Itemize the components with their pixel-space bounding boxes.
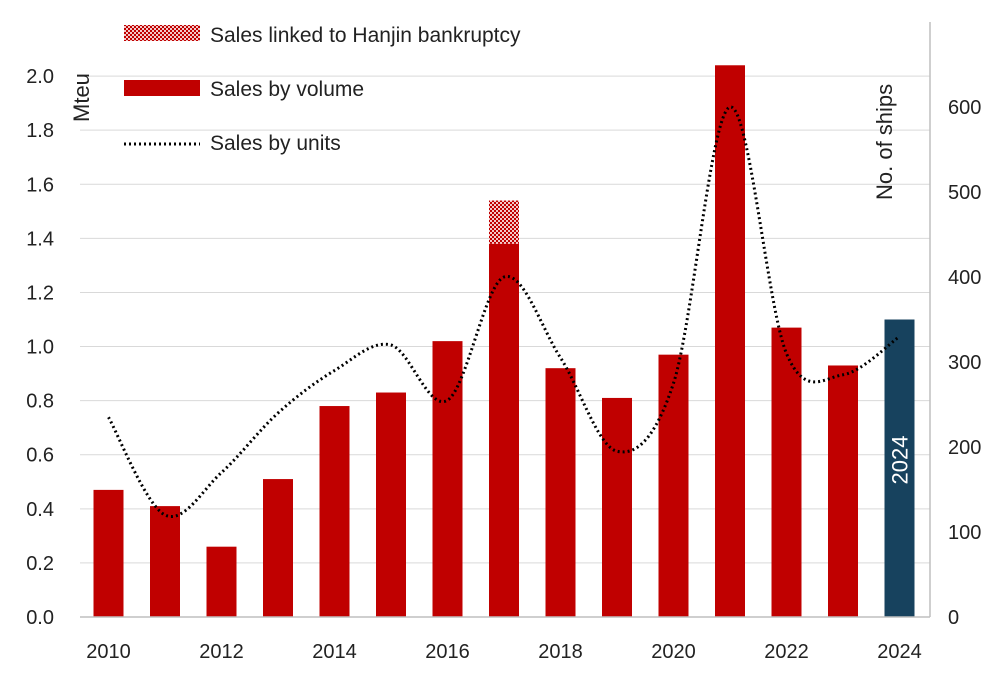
x-tick-label: 2014 [312,641,357,663]
bar-volume-2018 [545,368,576,617]
legend-swatch-volume [124,80,200,96]
y-axis-title: Mteu [69,73,94,122]
bar-volume-2022 [771,327,802,617]
y-tick-label: 1.4 [26,228,54,250]
x-tick-label: 2024 [877,641,922,663]
y-tick-label: 0.6 [26,445,54,467]
bar-volume-2021 [715,65,745,618]
y-tick-label: 0.2 [26,553,54,575]
x-tick-label: 2010 [86,641,131,663]
bar-volume-2011 [150,506,180,617]
legend-label-hanjin: Sales linked to Hanjin bankruptcy [210,24,521,47]
bar-volume-2020 [658,354,689,617]
y2-tick-label: 0 [948,607,959,629]
y-tick-label: 2.0 [26,66,54,88]
x-tick-label: 2020 [651,641,696,663]
y-tick-label: 0.0 [26,607,54,629]
legend-label-volume: Sales by volume [210,78,364,101]
legend-swatch-hanjin [124,25,200,41]
y2-tick-label: 400 [948,267,981,289]
y-tick-label: 1.6 [26,174,54,196]
bar-volume-2012 [206,546,237,617]
bar-volume-2024 [884,319,915,617]
y2-tick-label: 500 [948,182,981,204]
legend-label-units: Sales by units [210,132,341,155]
y-tick-label: 1.2 [26,282,54,304]
bar-hanjin-2017 [489,200,519,244]
y-tick-label: 0.8 [26,391,54,413]
bar-series: 2024 [93,65,915,618]
y-tick-label: 1.8 [26,120,54,142]
bar-volume-2016 [432,341,463,617]
bar-volume-2014 [319,406,350,617]
bar-volume-2010 [93,489,124,617]
y2-axis-title: No. of ships [872,84,897,200]
axes: 0.0 0.2 0.4 0.6 0.8 1.0 1.2 1.4 1.6 1.8 2.0 0 100 200… [26,22,981,663]
y2-tick-label: 100 [948,522,981,544]
x-tick-label: 2022 [764,641,809,663]
y2-tick-label: 300 [948,352,981,374]
legend: Sales linked to Hanjin bankruptcy Sales … [124,24,521,155]
y2-tick-label: 200 [948,437,981,459]
x-tick-label: 2018 [538,641,583,663]
bar-volume-2017 [489,243,519,618]
x-tick-label: 2012 [199,641,244,663]
bar-volume-2013 [263,479,293,617]
bar-volume-2023 [828,365,858,617]
y-tick-label: 0.4 [26,499,54,521]
y2-tick-label: 600 [948,97,981,119]
bar-label-2024: 2024 [888,436,913,485]
bar-volume-2015 [376,392,406,617]
x-tick-label: 2016 [425,641,470,663]
y-tick-label: 1.0 [26,337,54,359]
bar-volume-2019 [602,397,632,617]
